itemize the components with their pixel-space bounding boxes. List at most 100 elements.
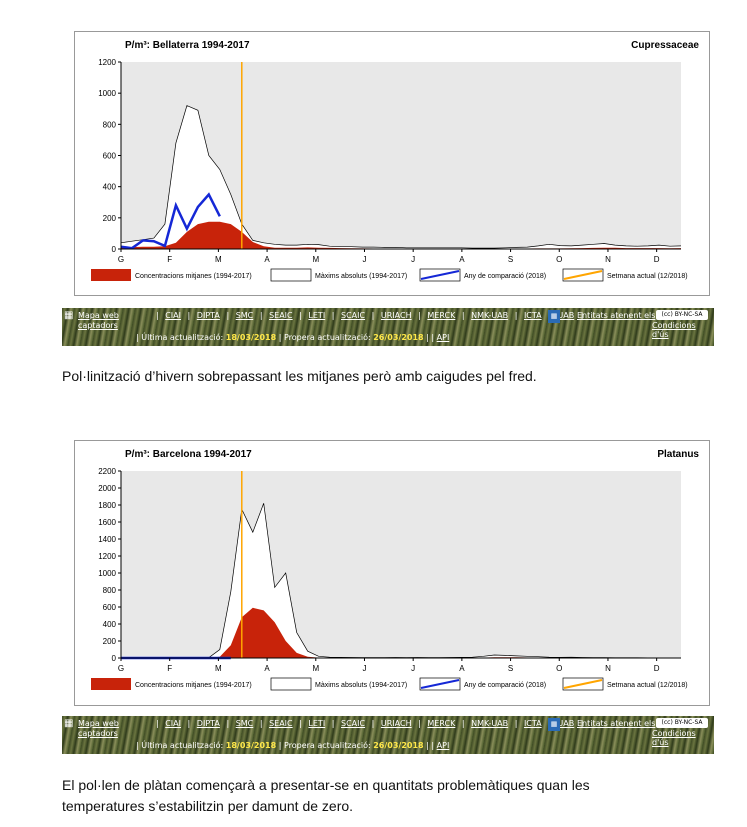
legend-label-comparison: Any de comparació (2018) — [464, 682, 546, 689]
legend-label-max: Màxims absoluts (1994-2017) — [315, 273, 407, 280]
chart-svg-bellaterra: P/m³: Bellaterra 1994-2017 Cupressaceae … — [91, 40, 699, 282]
update-row: | Última actualització: 18/03/2018 | Pro… — [136, 741, 450, 750]
cc-license-badge[interactable]: (cc) BY-NC-SA — [656, 310, 708, 320]
entitats-link[interactable]: Entitats atenent els — [577, 311, 656, 320]
nav-link-merck[interactable]: MERCK — [427, 719, 456, 728]
nav-link-scaic[interactable]: SCAIC — [340, 719, 366, 728]
legend-swatch-current — [563, 679, 603, 689]
nav-link-scaic[interactable]: SCAIC — [340, 311, 366, 320]
y-tick-label: 600 — [103, 152, 117, 161]
y-tick-label: 1400 — [98, 535, 116, 544]
x-tick-label: O — [556, 664, 562, 673]
y-tick-label: 1200 — [98, 552, 116, 561]
y-tick-label: 1200 — [98, 58, 116, 67]
y-tick-label: 600 — [103, 603, 117, 612]
captadors-link[interactable]: captadors — [78, 729, 118, 738]
legend-swatch-comparison — [420, 270, 460, 280]
nav-link-uab[interactable]: UAB — [557, 719, 575, 728]
x-tick-label: S — [508, 255, 513, 264]
nav-link-leti[interactable]: LETI — [308, 311, 326, 320]
nav-link-nmk-uab[interactable]: NMK-UAB — [471, 311, 509, 320]
next-update-label: Propera actualització: — [283, 741, 371, 750]
x-tick-label: J — [362, 255, 366, 264]
cc-license-badge[interactable]: (cc) BY-NC-SA — [656, 718, 708, 728]
y-tick-label: 0 — [112, 654, 117, 663]
comparison-series-line — [120, 192, 221, 250]
nav-link-smc[interactable]: SMC — [235, 311, 254, 320]
x-tick-label: G — [118, 664, 124, 673]
captadors-link[interactable]: captadors — [78, 321, 118, 330]
map-web-link[interactable]: Mapa web — [78, 311, 119, 320]
y-tick-label: 1800 — [98, 501, 116, 510]
y-tick-label: 800 — [103, 120, 117, 129]
nav-link-uab[interactable]: UAB — [557, 311, 575, 320]
condicions-link[interactable]: Condicions d'ús — [652, 321, 696, 339]
entitats-link[interactable]: Entitats atenent els — [577, 719, 656, 728]
nav-link-uriach[interactable]: URIACH — [380, 311, 412, 320]
x-tick-label: F — [167, 255, 172, 264]
nav-link-smc[interactable]: SMC — [235, 719, 254, 728]
last-update-value: 18/03/2018 — [225, 333, 277, 342]
chart-panel-bellaterra: P/m³: Bellaterra 1994-2017 Cupressaceae … — [74, 31, 710, 296]
last-update-label: Última actualització: — [141, 741, 224, 750]
y-tick-label: 800 — [103, 586, 117, 595]
nav-link-ciai[interactable]: CIAI — [165, 311, 181, 320]
y-tick-label: 200 — [103, 637, 117, 646]
qr-icon[interactable]: ▦ — [548, 310, 560, 323]
legend-label-mean: Concentracions mitjanes (1994-2017) — [135, 273, 252, 280]
x-tick-label: A — [264, 664, 270, 673]
chart-taxon: Platanus — [657, 449, 699, 460]
y-tick-label: 400 — [103, 183, 117, 192]
nav-link-seaic[interactable]: SEAIC — [269, 311, 293, 320]
nav-links-row: Mapa web | CIAI | DIPTA | SMC | SEAIC | … — [78, 719, 584, 728]
footer-nav-bar: ▦ Mapa web | CIAI | DIPTA | SMC | SEAIC … — [62, 308, 714, 346]
x-tick-label: N — [605, 255, 611, 264]
caption-bellaterra: Pol·linització d’hivern sobrepassant les… — [62, 368, 537, 384]
y-tick-label: 0 — [112, 245, 117, 254]
api-link[interactable]: API — [436, 333, 450, 342]
map-web-link[interactable]: Mapa web — [78, 719, 119, 728]
nav-link-icta[interactable]: ICTA — [523, 719, 542, 728]
chart-title: P/m³: Barcelona 1994-2017 — [125, 449, 252, 460]
nav-link-merck[interactable]: MERCK — [427, 311, 456, 320]
nav-link-nmk-uab[interactable]: NMK-UAB — [471, 719, 509, 728]
legend-label-max: Màxims absoluts (1994-2017) — [315, 682, 407, 689]
mean-series-area — [121, 221, 681, 249]
nav-link-leti[interactable]: LETI — [308, 719, 326, 728]
legend-swatch-max — [270, 677, 312, 691]
y-tick-label: 1000 — [98, 89, 116, 98]
condicions-link[interactable]: Condicions d'ús — [652, 729, 696, 747]
x-tick-label: D — [654, 255, 660, 264]
nav-link-dipta[interactable]: DIPTA — [196, 719, 220, 728]
api-link[interactable]: API — [436, 741, 450, 750]
nav-link-ciai[interactable]: CIAI — [165, 719, 181, 728]
next-update-value: 26/03/2018 — [373, 741, 424, 750]
nav-link-icta[interactable]: ICTA — [523, 311, 542, 320]
legend-label-comparison: Any de comparació (2018) — [464, 273, 546, 280]
x-tick-label: M — [312, 255, 319, 264]
legend-swatch-max — [270, 268, 312, 282]
next-update-label: Propera actualització: — [283, 333, 371, 342]
y-tick-label: 1000 — [98, 569, 116, 578]
footer-nav-bar: ▦ Mapa web | CIAI | DIPTA | SMC | SEAIC … — [62, 716, 714, 754]
chart-svg-barcelona: P/m³: Barcelona 1994-2017 Platanus 0 200 4… — [91, 449, 699, 691]
mean-series-area — [121, 607, 681, 658]
map-icon: ▦ — [64, 310, 74, 321]
x-tick-label: A — [264, 255, 270, 264]
y-tick-label: 200 — [103, 214, 117, 223]
x-tick-label: M — [215, 664, 222, 673]
x-tick-label: J — [362, 664, 366, 673]
nav-link-dipta[interactable]: DIPTA — [196, 311, 220, 320]
x-tick-label: M — [312, 664, 319, 673]
qr-icon[interactable]: ▦ — [548, 718, 560, 731]
y-tick-label: 1600 — [98, 518, 116, 527]
y-tick-label: 2200 — [98, 467, 116, 476]
last-update-value: 18/03/2018 — [225, 741, 277, 750]
nav-link-uriach[interactable]: URIACH — [380, 719, 412, 728]
map-icon: ▦ — [64, 718, 74, 729]
x-tick-label: S — [508, 664, 513, 673]
nav-link-seaic[interactable]: SEAIC — [269, 719, 293, 728]
legend-swatch-mean — [91, 678, 131, 690]
y-tick-label: 400 — [103, 620, 117, 629]
x-tick-label: D — [654, 664, 660, 673]
